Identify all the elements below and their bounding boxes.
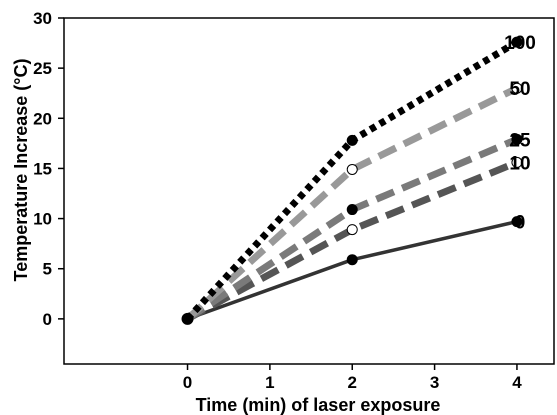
data-point bbox=[511, 82, 523, 94]
x-tick-label: 1 bbox=[265, 373, 274, 392]
series-0 bbox=[186, 216, 523, 321]
x-tick-label: 2 bbox=[348, 373, 357, 392]
y-tick-label: 15 bbox=[33, 159, 52, 178]
series-line bbox=[185, 85, 519, 322]
y-tick-label: 20 bbox=[33, 109, 52, 128]
data-point bbox=[346, 204, 358, 216]
data-point bbox=[346, 163, 358, 175]
data-point bbox=[511, 156, 523, 168]
x-tick-label: 3 bbox=[430, 373, 439, 392]
axes bbox=[63, 17, 555, 365]
y-tick-label: 5 bbox=[43, 260, 52, 279]
data-point bbox=[346, 224, 358, 236]
x-axis-ticks: 0 1 2 3 4 bbox=[183, 364, 522, 392]
series-100 bbox=[184, 36, 523, 322]
series-25 bbox=[185, 133, 523, 322]
series-label-50: 50 bbox=[509, 79, 530, 100]
x-tick-label: 4 bbox=[512, 373, 522, 392]
series-layer bbox=[181, 36, 523, 325]
data-point bbox=[511, 133, 523, 145]
data-point bbox=[346, 254, 358, 266]
x-tick-label: 0 bbox=[183, 373, 192, 392]
data-point bbox=[511, 36, 523, 48]
series-label-0: 0 bbox=[515, 213, 526, 234]
y-tick-label: 0 bbox=[43, 310, 52, 329]
x-axis-title: Time (min) of laser exposure bbox=[196, 395, 441, 415]
series-label-100: 100 bbox=[504, 33, 536, 54]
y-tick-label: 30 bbox=[33, 9, 52, 28]
y-axis-ticks: 0 5 10 15 20 25 30 bbox=[33, 9, 64, 329]
series-label-10: 10 bbox=[509, 153, 530, 174]
y-axis-title: Temperature Increase (°C) bbox=[11, 59, 31, 282]
series-10 bbox=[185, 156, 523, 322]
y-tick-label: 25 bbox=[33, 59, 52, 78]
data-point bbox=[181, 312, 194, 325]
data-point bbox=[346, 134, 358, 146]
data-point bbox=[511, 216, 523, 228]
series-50 bbox=[185, 82, 523, 322]
plot-frame bbox=[63, 17, 555, 365]
series-line bbox=[185, 159, 519, 322]
series-label-25: 25 bbox=[509, 130, 531, 151]
y-tick-label: 10 bbox=[33, 210, 52, 229]
